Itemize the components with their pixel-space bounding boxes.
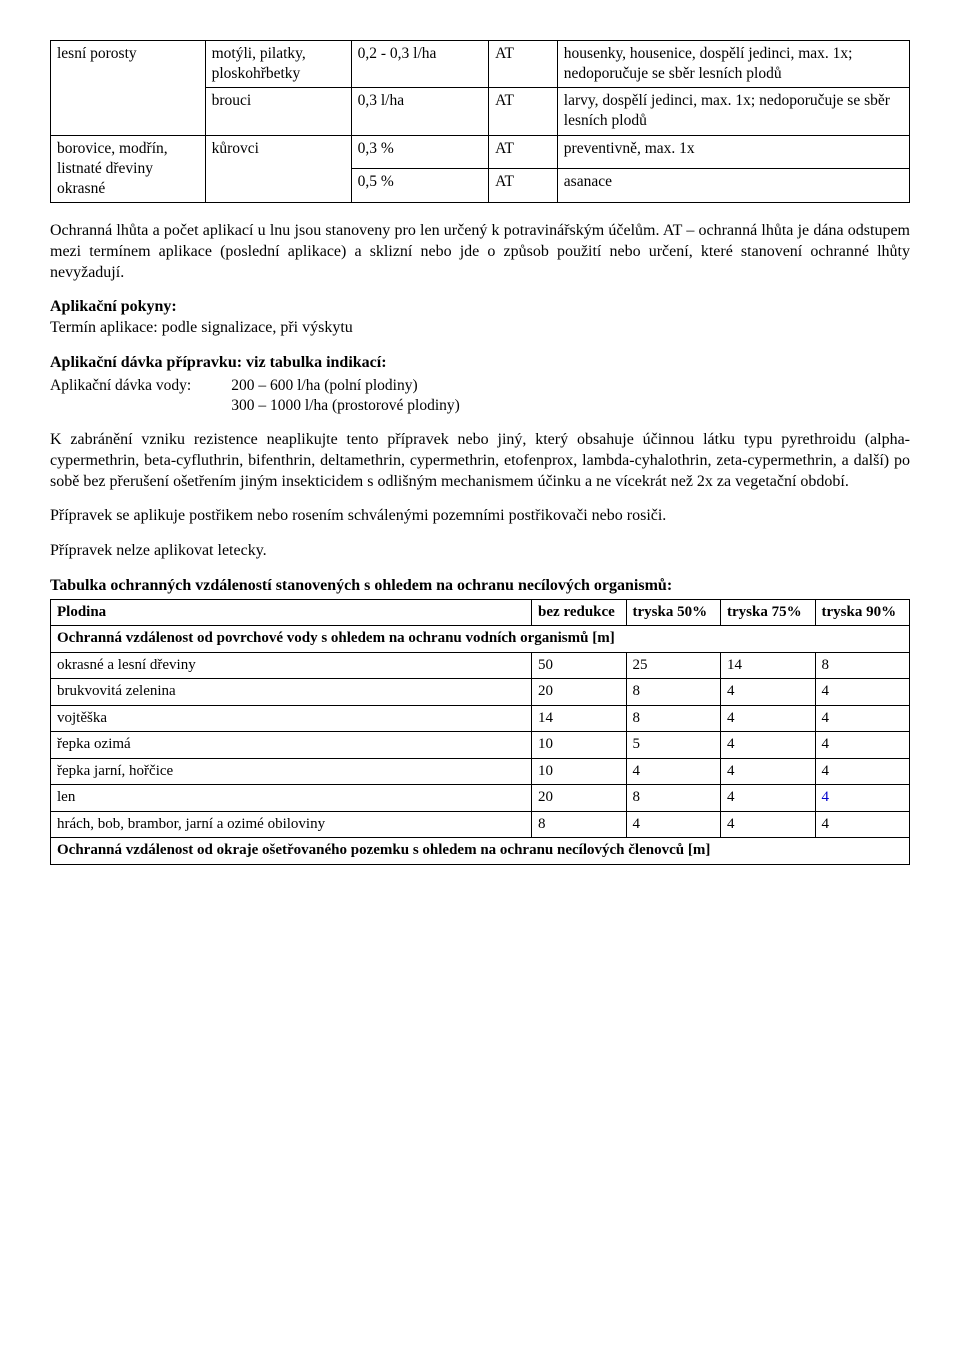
cell: 8	[626, 679, 720, 706]
cell: 4	[626, 811, 720, 838]
cell: 14	[532, 705, 626, 732]
cell: 0,5 %	[351, 169, 488, 203]
cell: 0,3 %	[351, 135, 488, 169]
paragraph-resistance: K zabránění vzniku rezistence neaplikujt…	[50, 430, 910, 492]
cell: housenky, housenice, dospělí jedinci, ma…	[557, 41, 909, 88]
cell: 4	[721, 679, 815, 706]
cell: 8	[815, 652, 910, 679]
indication-table: lesní porosty motýli, pilatky, ploskohřb…	[50, 40, 910, 203]
cell: 4	[721, 811, 815, 838]
cell: 4	[815, 758, 910, 785]
distance-table-title: Tabulka ochranných vzdáleností stanovený…	[50, 576, 910, 597]
cell: AT	[489, 41, 558, 88]
table-row: brukvovitá zelenina20844	[51, 679, 910, 706]
table-row: řepka jarní, hořčice10444	[51, 758, 910, 785]
cell: 4	[815, 785, 910, 812]
cell: AT	[489, 135, 558, 169]
cell: larvy, dospělí jedinci, max. 1x; nedopor…	[557, 88, 909, 135]
table-row: len20844	[51, 785, 910, 812]
table-header-row: Plodina bez redukce tryska 50% tryska 75…	[51, 599, 910, 626]
cell: 4	[626, 758, 720, 785]
section-header: Ochranná vzdálenost od povrchové vody s …	[51, 626, 910, 653]
col-header: tryska 50%	[626, 599, 720, 626]
cell: preventivně, max. 1x	[557, 135, 909, 169]
table-row: 300 – 1000 l/ha (prostorové plodiny)	[50, 396, 460, 416]
cell: 0,3 l/ha	[351, 88, 488, 135]
cell: 14	[721, 652, 815, 679]
cell: 8	[626, 785, 720, 812]
cell: lesní porosty	[51, 41, 206, 136]
cell: 5	[626, 732, 720, 759]
cell: asanace	[557, 169, 909, 203]
dose-title: Aplikační dávka přípravku: viz tabulka i…	[50, 354, 387, 371]
table-row: okrasné a lesní dřeviny5025148	[51, 652, 910, 679]
paragraph-protective-period: Ochranná lhůta a počet aplikací u lnu js…	[50, 221, 910, 283]
dose-value: 300 – 1000 l/ha (prostorové plodiny)	[231, 396, 460, 416]
cell: 8	[532, 811, 626, 838]
cell: vojtěška	[51, 705, 532, 732]
cell: 4	[815, 679, 910, 706]
cell: len	[51, 785, 532, 812]
cell: okrasné a lesní dřeviny	[51, 652, 532, 679]
cell: 10	[532, 758, 626, 785]
col-header: tryska 90%	[815, 599, 910, 626]
cell: borovice, modřín, listnaté dřeviny okras…	[51, 135, 206, 202]
cell: 25	[626, 652, 720, 679]
cell: řepka jarní, hořčice	[51, 758, 532, 785]
cell: 8	[626, 705, 720, 732]
cell: kůrovci	[205, 135, 351, 202]
paragraph-no-aerial: Přípravek nelze aplikovat letecky.	[50, 541, 910, 562]
cell: AT	[489, 88, 558, 135]
cell: hrách, bob, brambor, jarní a ozimé obilo…	[51, 811, 532, 838]
distance-table: Plodina bez redukce tryska 50% tryska 75…	[50, 599, 910, 865]
paragraph-application-method: Přípravek se aplikuje postřikem nebo ros…	[50, 506, 910, 527]
table-row: Aplikační dávka vody: 200 – 600 l/ha (po…	[50, 376, 460, 396]
table-row: vojtěška14844	[51, 705, 910, 732]
table-section-row: Ochranná vzdálenost od povrchové vody s …	[51, 626, 910, 653]
col-header: Plodina	[51, 599, 532, 626]
cell: AT	[489, 169, 558, 203]
cell: 10	[532, 732, 626, 759]
dose-table: Aplikační dávka vody: 200 – 600 l/ha (po…	[50, 376, 460, 416]
table-row: lesní porosty motýli, pilatky, ploskohřb…	[51, 41, 910, 88]
cell: 4	[815, 705, 910, 732]
section-header: Ochranná vzdálenost od okraje ošetřované…	[51, 838, 910, 865]
cell: brukvovitá zelenina	[51, 679, 532, 706]
cell: 4	[721, 732, 815, 759]
cell: 4	[815, 811, 910, 838]
table-row: hrách, bob, brambor, jarní a ozimé obilo…	[51, 811, 910, 838]
cell: 4	[815, 732, 910, 759]
cell: motýli, pilatky, ploskohřbetky	[205, 41, 351, 88]
table-row: borovice, modřín, listnaté dřeviny okras…	[51, 135, 910, 169]
table-section-row: Ochranná vzdálenost od okraje ošetřované…	[51, 838, 910, 865]
application-timing: Termín aplikace: podle signalizace, při …	[50, 319, 353, 336]
cell: 4	[721, 785, 815, 812]
cell: 4	[721, 705, 815, 732]
cell: 20	[532, 785, 626, 812]
col-header: tryska 75%	[721, 599, 815, 626]
cell: 20	[532, 679, 626, 706]
dose-value: 200 – 600 l/ha (polní plodiny)	[231, 376, 460, 396]
cell: 4	[721, 758, 815, 785]
application-instructions-title: Aplikační pokyny:	[50, 298, 177, 315]
col-header: bez redukce	[532, 599, 626, 626]
cell: 50	[532, 652, 626, 679]
table-row: řepka ozimá10544	[51, 732, 910, 759]
cell: 0,2 - 0,3 l/ha	[351, 41, 488, 88]
cell: brouci	[205, 88, 351, 135]
dose-label: Aplikační dávka vody:	[50, 376, 231, 396]
cell: řepka ozimá	[51, 732, 532, 759]
